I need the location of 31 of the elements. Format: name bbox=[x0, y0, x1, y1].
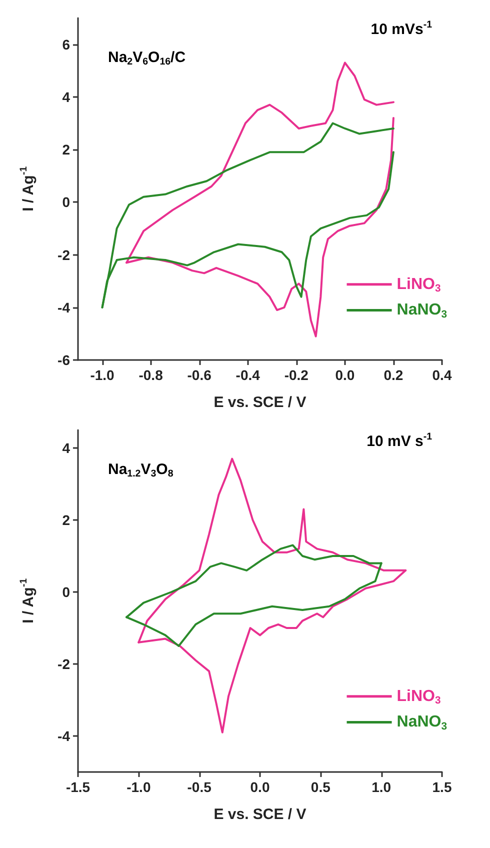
y-tick-label: -6 bbox=[58, 352, 70, 368]
x-tick-label: 1.5 bbox=[432, 779, 452, 795]
x-tick-label: -0.6 bbox=[187, 367, 212, 383]
y-tick-label: 4 bbox=[62, 88, 70, 105]
x-tick-label: -1.5 bbox=[66, 779, 90, 795]
y-tick-label: -2 bbox=[58, 656, 70, 672]
y-axis-title: I / Ag-1 bbox=[18, 166, 37, 212]
y-tick-label: 0 bbox=[62, 194, 70, 210]
y-tick-label: 2 bbox=[62, 512, 70, 528]
x-tick-label: 1.0 bbox=[372, 779, 392, 795]
y-tick-label: 2 bbox=[62, 142, 70, 158]
y-tick-label: -4 bbox=[58, 728, 70, 744]
x-tick-label: -0.5 bbox=[187, 779, 212, 795]
x-tick-label: -1.0 bbox=[126, 779, 151, 795]
x-axis-title: E vs. SCE / V bbox=[214, 806, 306, 823]
y-tick-label: 4 bbox=[62, 440, 70, 456]
x-tick-label: -0.4 bbox=[236, 367, 260, 383]
x-tick-label: -0.8 bbox=[138, 367, 164, 383]
y-tick-label: -4 bbox=[58, 299, 70, 316]
x-tick-label: -1.0 bbox=[90, 367, 115, 383]
y-axis-title: I / Ag-1 bbox=[18, 578, 37, 624]
x-tick-label: 0.4 bbox=[432, 367, 452, 383]
y-tick-label: -2 bbox=[58, 246, 70, 263]
x-tick-label: 0.0 bbox=[335, 367, 355, 383]
x-tick-label: 0.0 bbox=[250, 779, 270, 795]
x-tick-label: -0.2 bbox=[284, 367, 309, 383]
x-tick-label: 0.2 bbox=[384, 367, 404, 383]
x-axis-title: E vs. SCE / V bbox=[214, 394, 306, 411]
x-tick-label: 0.5 bbox=[310, 779, 331, 795]
y-tick-label: 0 bbox=[62, 584, 70, 600]
y-tick-label: 6 bbox=[62, 36, 70, 52]
